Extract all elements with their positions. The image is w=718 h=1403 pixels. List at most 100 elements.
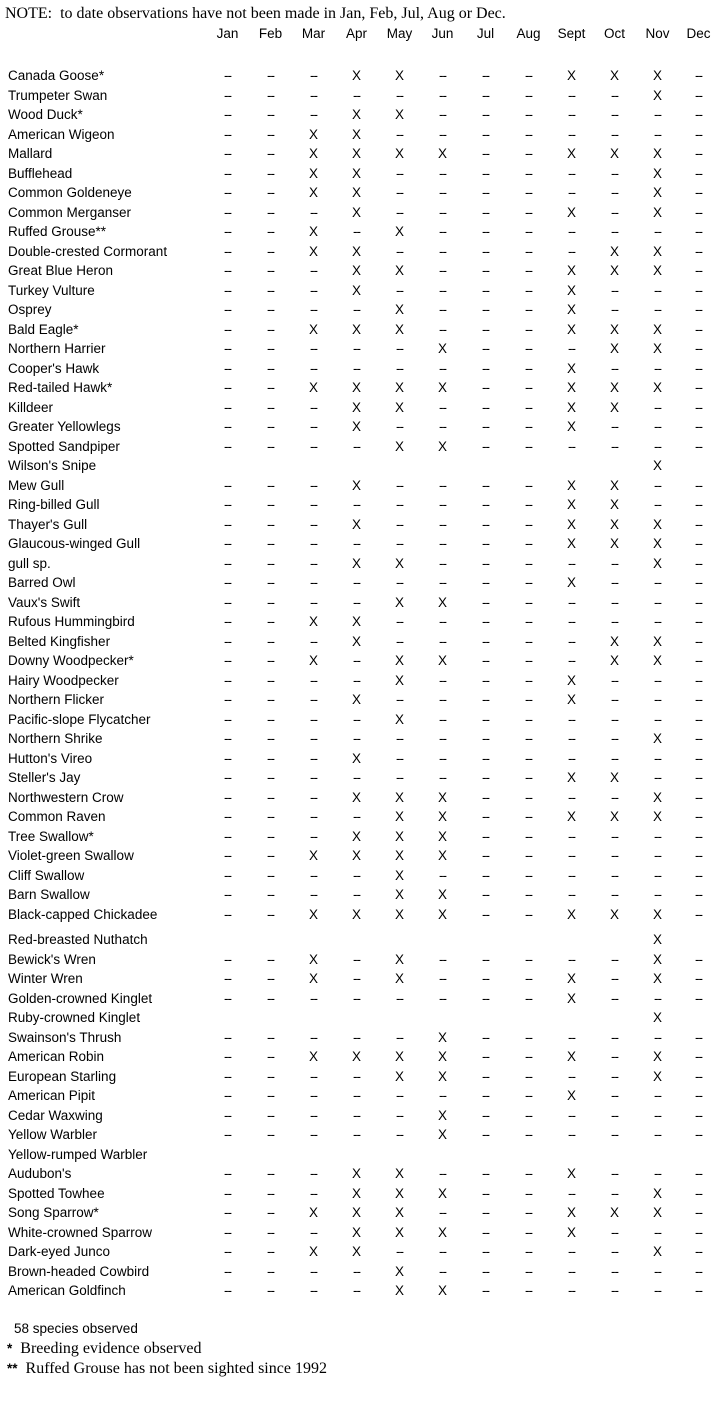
not-observed-mark: -- (525, 536, 533, 551)
not-observed-mark: -- (353, 1029, 361, 1045)
not-observed-mark: -- (396, 731, 404, 746)
not-observed-mark: -- (310, 477, 318, 493)
observed-mark: X (566, 1166, 576, 1181)
table-row: Winter Wren -- -- X -- X -- -- -- X -- X -- (0, 969, 718, 989)
observed-mark: X (437, 380, 447, 395)
species-name: Greater Yellowlegs (8, 419, 121, 434)
not-observed-mark: -- (695, 633, 703, 649)
not-observed-mark: -- (611, 731, 619, 746)
observed-mark: X (394, 906, 404, 922)
not-observed-mark: -- (267, 68, 275, 83)
not-observed-mark: -- (654, 360, 662, 376)
empty-cell (292, 1008, 335, 1028)
empty-cell (421, 456, 464, 476)
observed-mark: X (351, 165, 361, 181)
species-name: Trumpeter Swan (8, 87, 108, 103)
observed-mark: X (566, 1049, 576, 1064)
not-observed-mark: -- (224, 263, 232, 278)
not-observed-mark: -- (224, 653, 232, 668)
observed-mark: X (308, 126, 318, 142)
species-name: Steller's Jay (8, 770, 81, 785)
not-observed-mark: -- (482, 672, 490, 688)
observed-mark: X (437, 828, 447, 844)
observed-mark: X (566, 1205, 576, 1220)
table-row: Northern Harrier -- -- -- -- -- X -- -- -- X X -- (0, 339, 718, 359)
observed-mark: X (394, 848, 404, 863)
not-observed-mark: -- (439, 497, 447, 512)
observed-mark: X (394, 263, 404, 278)
not-observed-mark: -- (482, 1127, 490, 1142)
observed-mark: X (308, 380, 318, 395)
not-observed-mark: -- (482, 224, 490, 239)
observed-mark: X (351, 107, 361, 122)
table-row: Red-breasted Nuthatch X (0, 924, 718, 950)
observed-mark: X (609, 263, 619, 278)
species-name: Cedar Waxwing (8, 1107, 103, 1123)
species-name: Great Blue Heron (8, 263, 114, 278)
observed-mark: X (566, 302, 576, 317)
not-observed-mark: -- (224, 867, 232, 883)
not-observed-mark: -- (482, 1185, 490, 1201)
species-name: Cliff Swallow (8, 867, 85, 883)
observed-mark: X (437, 1029, 447, 1045)
table-row: Spotted Sandpiper -- -- -- -- X X -- -- -- -- -- -- (0, 437, 718, 457)
empty-cell (378, 1008, 421, 1028)
observed-mark: X (566, 809, 576, 824)
not-observed-mark: -- (310, 516, 318, 532)
observed-mark: X (609, 380, 619, 395)
species-name: Vaux's Swift (8, 594, 81, 610)
observed-mark: X (351, 789, 361, 805)
observed-mark: X (394, 399, 404, 415)
not-observed-mark: -- (482, 653, 490, 668)
table-row: Common Raven -- -- -- -- X X -- -- X X X -- (0, 807, 718, 827)
not-observed-mark: -- (267, 1068, 275, 1084)
observed-mark: X (351, 633, 361, 649)
not-observed-mark: -- (695, 1283, 703, 1298)
empty-cell (593, 1008, 636, 1028)
not-observed-mark: -- (568, 87, 576, 103)
not-observed-mark: -- (224, 87, 232, 103)
not-observed-mark: -- (695, 204, 703, 220)
empty-cell (550, 1145, 593, 1165)
observed-mark: X (394, 887, 404, 902)
observed-mark: X (437, 789, 447, 805)
observed-mark: X (351, 692, 361, 707)
species-name: Killdeer (8, 399, 54, 415)
empty-cell (593, 456, 636, 476)
not-observed-mark: -- (482, 204, 490, 220)
not-observed-mark: -- (695, 380, 703, 395)
note-text: NOTE: to date observations have not been… (5, 5, 506, 22)
not-observed-mark: -- (353, 575, 361, 590)
empty-cell (464, 1008, 507, 1028)
observed-mark: X (609, 1205, 619, 1220)
not-observed-mark: -- (482, 633, 490, 649)
empty-cell (507, 1008, 550, 1028)
table-row: Cooper's Hawk -- -- -- -- -- -- -- -- X -- -- -- (0, 359, 718, 379)
not-observed-mark: -- (353, 497, 361, 512)
not-observed-mark: -- (439, 224, 447, 239)
observed-mark: X (652, 906, 662, 922)
table-row: Bewick's Wren -- -- X -- X -- -- -- -- -- X -- (0, 950, 718, 970)
not-observed-mark: -- (439, 1166, 447, 1181)
observed-mark: X (437, 1107, 447, 1123)
month-header-jul: Jul (476, 26, 495, 41)
not-observed-mark: -- (310, 555, 318, 571)
species-table-body: Canada Goose* -- -- -- X X -- -- -- X X X -- Trumpete… (0, 66, 718, 1301)
not-observed-mark: -- (695, 146, 703, 161)
not-observed-mark: -- (439, 204, 447, 220)
not-observed-mark: -- (310, 399, 318, 415)
not-observed-mark: -- (654, 1224, 662, 1240)
not-observed-mark: -- (224, 971, 232, 986)
not-observed-mark: -- (611, 1224, 619, 1240)
not-observed-mark: -- (525, 614, 533, 629)
observed-mark: X (566, 263, 576, 278)
not-observed-mark: -- (267, 1029, 275, 1045)
not-observed-mark: -- (695, 185, 703, 200)
not-observed-mark: -- (224, 555, 232, 571)
not-observed-mark: -- (695, 971, 703, 986)
not-observed-mark: -- (654, 594, 662, 610)
not-observed-mark: -- (267, 321, 275, 337)
not-observed-mark: -- (310, 672, 318, 688)
observed-mark: X (652, 204, 662, 220)
not-observed-mark: -- (611, 555, 619, 571)
